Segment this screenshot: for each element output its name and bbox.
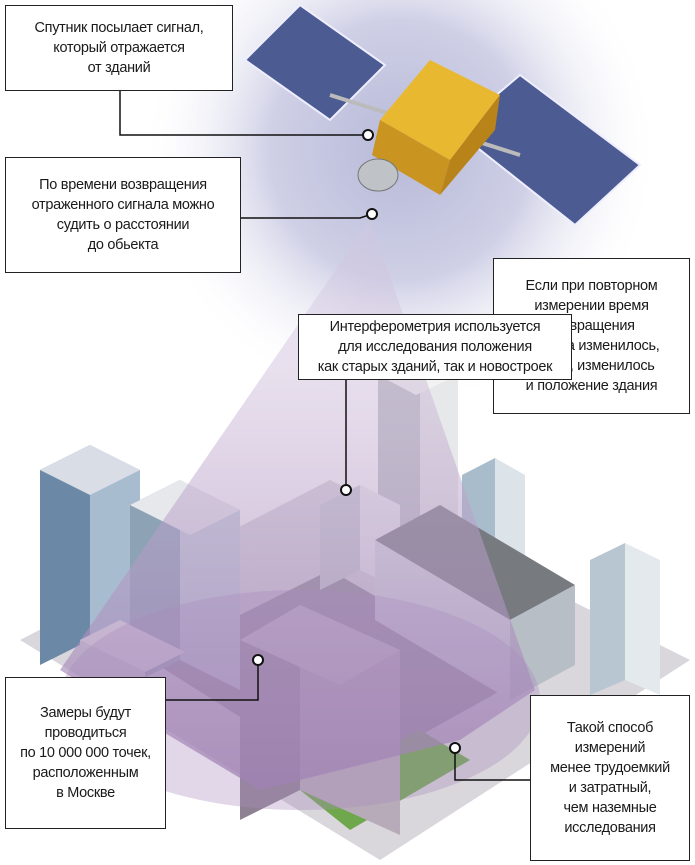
callout-line: менее трудоемкий: [550, 758, 670, 778]
callout-line: Если при повторном: [526, 276, 658, 296]
callout-line: измерений: [575, 738, 645, 758]
callout-line: от зданий: [88, 58, 151, 78]
callout-line: проводиться: [45, 723, 127, 743]
callout-line: как старых зданий, так и новостроек: [318, 357, 552, 377]
callout-line: чем наземные: [564, 798, 657, 818]
callout-line: Такой способ: [567, 718, 653, 738]
callout-line: Интерферометрия используется: [330, 317, 541, 337]
callout-line: для исследования положения: [338, 337, 532, 357]
callout-line: По времени возвращения: [39, 175, 207, 195]
callout-line: исследования: [564, 818, 655, 838]
callout-line: отраженного сигнала можно: [32, 195, 215, 215]
callout-line: в Москве: [56, 783, 115, 803]
callout-line: Спутник посылает сигнал,: [34, 18, 203, 38]
callout-line: судить о расстоянии: [57, 215, 189, 235]
callout-line: расположенным: [33, 763, 139, 783]
callout-line: по 10 000 000 точек,: [20, 743, 151, 763]
infographic: Спутник посылает сигнал,который отражает…: [0, 0, 695, 865]
callout-line: измерении время: [534, 296, 648, 316]
callout: Спутник посылает сигнал,который отражает…: [5, 5, 233, 91]
callout-line: до обьекта: [88, 235, 159, 255]
callout-line: Замеры будут: [40, 703, 131, 723]
callout-line: который отражается: [53, 38, 184, 58]
callout-line: и затратный,: [569, 778, 652, 798]
